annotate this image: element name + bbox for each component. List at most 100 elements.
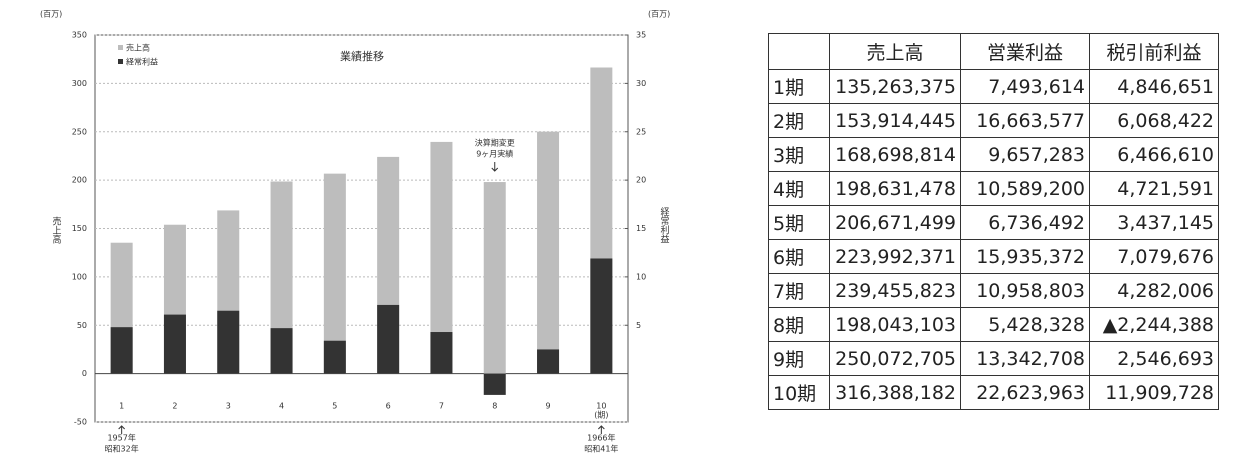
y2-tick-label: 25 — [636, 127, 646, 136]
cell: 6,736,492 — [960, 205, 1090, 240]
legend-swatch — [118, 45, 123, 50]
table-row: 5期 206,671,499 6,736,492 3,437,145 — [768, 205, 1219, 240]
cell: 316,388,182 — [829, 375, 961, 410]
y-tick-label: 250 — [72, 127, 87, 136]
x-tick-label: 5 — [332, 402, 337, 411]
cell: 198,043,103 — [829, 307, 961, 342]
row-header: 2期 — [768, 103, 830, 138]
chart-title: 業績推移 — [340, 49, 384, 63]
y2-tick-label: 35 — [636, 31, 646, 40]
legend-swatch — [118, 59, 123, 64]
cell: 2,546,693 — [1089, 341, 1219, 376]
annotation: 昭和41年 — [584, 444, 618, 454]
y-tick-label: 200 — [72, 176, 87, 185]
y-tick-label: 50 — [77, 321, 87, 330]
x-tick-label: 7 — [439, 402, 444, 411]
y-label: 売上高 — [51, 215, 62, 244]
bar — [590, 258, 613, 374]
table-row: 10期 316,388,182 22,623,963 11,909,728 — [768, 375, 1219, 410]
row-header: 4期 — [768, 171, 830, 206]
data-table: 売上高 営業利益 税引前利益 1期 135,263,375 7,493,614 4,846… — [768, 33, 1219, 410]
bar — [430, 141, 453, 374]
cell: 153,914,445 — [829, 103, 961, 138]
row-header: 5期 — [768, 205, 830, 240]
x-tick-label: 6 — [386, 402, 391, 411]
row-header: 9期 — [768, 341, 830, 376]
cell: 223,992,371 — [829, 239, 961, 274]
bar — [270, 181, 293, 374]
x-tick-label: 4 — [279, 402, 284, 411]
x-tick-label: 1 — [119, 402, 124, 411]
bar — [110, 327, 133, 374]
cell: 7,493,614 — [960, 69, 1090, 104]
legend-label: 売上高 — [126, 43, 150, 53]
x-tick-label: 10 — [596, 402, 606, 411]
cell: 7,079,676 — [1089, 239, 1219, 274]
cell: 3,437,145 — [1089, 205, 1219, 240]
table-row: 3期 168,698,814 9,657,283 6,466,610 — [768, 137, 1219, 172]
table-row: 1期 135,263,375 7,493,614 4,846,651 — [768, 69, 1219, 104]
cell: 13,342,708 — [960, 341, 1090, 376]
y2-tick-label: 5 — [636, 321, 641, 330]
header-cell: 営業利益 — [960, 33, 1090, 70]
cell: 135,263,375 — [829, 69, 961, 104]
y2-unit: (百万) — [648, 10, 670, 19]
bar — [217, 310, 240, 374]
cell: ▲2,244,388 — [1089, 307, 1219, 342]
cell: 10,958,803 — [960, 273, 1090, 308]
cell: 198,631,478 — [829, 171, 961, 206]
annotation: 決算期変更 — [475, 138, 515, 148]
table-row: 2期 153,914,445 16,663,577 6,068,422 — [768, 103, 1219, 138]
table-row: 6期 223,992,371 15,935,372 7,079,676 — [768, 239, 1219, 274]
y-tick-label: 150 — [72, 224, 87, 233]
row-header: 10期 — [768, 375, 830, 410]
x-tick-label: 2 — [172, 402, 177, 411]
table-row: 8期 198,043,103 5,428,328 ▲2,244,388 — [768, 307, 1219, 342]
bar — [537, 131, 560, 374]
annotation: 1957年 — [107, 433, 135, 443]
y-unit: (百万) — [40, 10, 62, 19]
annotation: 9ヶ月実績 — [476, 149, 513, 159]
x-unit: (期) — [594, 411, 608, 420]
bar — [323, 173, 346, 374]
row-header: 1期 — [768, 69, 830, 104]
bar — [483, 182, 506, 374]
row-header: 7期 — [768, 273, 830, 308]
cell: 10,589,200 — [960, 171, 1090, 206]
y2-tick-label: 10 — [636, 272, 646, 281]
cell: 250,072,705 — [829, 341, 961, 376]
table-row: 4期 198,631,478 10,589,200 4,721,591 — [768, 171, 1219, 206]
y2-tick-label: 20 — [636, 176, 646, 185]
bar — [377, 304, 400, 374]
cell: 239,455,823 — [829, 273, 961, 308]
cell: 4,846,651 — [1089, 69, 1219, 104]
cell: 4,282,006 — [1089, 273, 1219, 308]
cell: 11,909,728 — [1089, 375, 1219, 410]
y2-tick-label: 30 — [636, 79, 646, 88]
bar — [430, 332, 453, 374]
y2-label: 経常利益 — [659, 206, 670, 243]
legend-label: 経常利益 — [126, 57, 158, 67]
row-header: 6期 — [768, 239, 830, 274]
arrow — [597, 425, 605, 434]
arrow — [118, 425, 126, 434]
corner-cell — [768, 33, 830, 70]
header-cell: 税引前利益 — [1089, 33, 1219, 70]
cell: 6,068,422 — [1089, 103, 1219, 138]
bar — [483, 373, 506, 395]
y2-tick-label: 15 — [636, 224, 646, 233]
bar — [537, 349, 560, 374]
cell: 9,657,283 — [960, 137, 1090, 172]
row-header: 3期 — [768, 137, 830, 172]
bar — [323, 340, 346, 374]
x-tick-label: 8 — [492, 402, 497, 411]
y-tick-label: 300 — [72, 79, 87, 88]
cell: 22,623,963 — [960, 375, 1090, 410]
cell: 15,935,372 — [960, 239, 1090, 274]
y-tick-label: -50 — [74, 418, 87, 427]
bar — [163, 314, 186, 374]
table-row: 9期 250,072,705 13,342,708 2,546,693 — [768, 341, 1219, 376]
annotation: 昭和32年 — [105, 444, 139, 454]
